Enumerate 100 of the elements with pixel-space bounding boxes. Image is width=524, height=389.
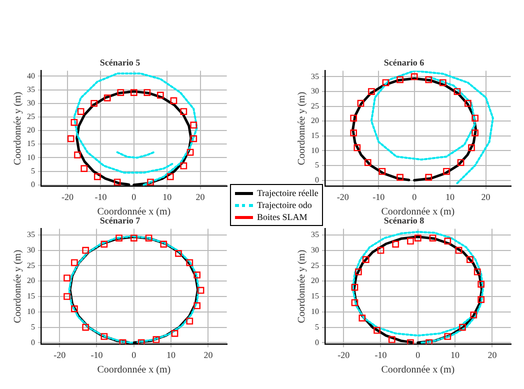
point (114, 178, 121, 186)
point (455, 246, 462, 254)
point (67, 135, 74, 142)
point (443, 168, 450, 175)
y-tick-label: 20 (311, 276, 319, 286)
x-tick-label: 0 (416, 350, 421, 360)
point (466, 256, 474, 263)
point (368, 88, 375, 95)
y-tick-label: 25 (27, 112, 35, 122)
point (392, 240, 400, 248)
y-tick-label: 40 (27, 71, 35, 80)
point (64, 293, 70, 300)
point (407, 238, 414, 245)
point (354, 144, 361, 152)
point (378, 168, 386, 175)
point (362, 256, 370, 263)
point (170, 97, 178, 104)
y-tick-label: 10 (27, 152, 35, 162)
y-tick-label: 0 (31, 338, 35, 347)
legend-label: Trajectoire réelle (257, 188, 318, 198)
point (100, 240, 108, 248)
y-tick-label: 20 (311, 116, 319, 126)
x-tick-label: 20 (204, 350, 214, 360)
point (190, 122, 198, 129)
y-tick-label: 15 (311, 130, 319, 140)
point (175, 250, 182, 257)
point (190, 135, 198, 142)
y-tick-label: 25 (27, 260, 35, 270)
x-axis-title: Coordonnée x (m) (97, 206, 171, 218)
x-axis-title: Coordonnée x (m) (97, 364, 171, 376)
point (350, 130, 358, 136)
y-tick-label: 0 (315, 175, 319, 184)
point (186, 148, 194, 156)
point (197, 286, 204, 294)
y-tick-label: 35 (311, 72, 319, 81)
point (474, 268, 481, 276)
point (396, 76, 404, 84)
point (157, 92, 164, 99)
chart-title: Scénario 6 (384, 58, 425, 68)
point (90, 100, 98, 107)
point (425, 76, 432, 84)
legend-label: Boites SLAM (257, 212, 308, 222)
point (464, 100, 472, 107)
point (351, 284, 358, 291)
point (194, 302, 200, 310)
point (364, 159, 372, 166)
point (350, 114, 358, 122)
point (160, 240, 168, 248)
y-tick-label: 5 (31, 166, 35, 176)
x-tick-label: 20 (488, 350, 498, 360)
point (414, 234, 422, 242)
point (457, 159, 464, 166)
x-tick-label: -20 (62, 192, 74, 202)
point (186, 318, 194, 325)
y-tick-label: 25 (311, 101, 319, 110)
point (147, 178, 154, 186)
y-tick-label: 15 (27, 292, 35, 301)
point (374, 326, 380, 334)
legend-label: Trajectoire odo (257, 200, 312, 210)
y-tick-label: 15 (27, 139, 35, 148)
x-tick-label: 10 (446, 192, 456, 202)
y-tick-label: 35 (27, 84, 35, 94)
point (429, 234, 436, 242)
point (472, 114, 478, 122)
point (472, 130, 478, 136)
y-tick-label: 10 (311, 306, 319, 316)
point (145, 234, 152, 242)
point (194, 272, 200, 278)
x-tick-label: 20 (481, 192, 491, 202)
point (100, 333, 108, 340)
point (116, 234, 122, 242)
x-tick-label: 10 (166, 350, 176, 360)
chart-title: Scénario 8 (384, 216, 425, 226)
x-tick-label: 0 (132, 192, 137, 202)
point (470, 312, 478, 318)
point (459, 324, 466, 331)
x-tick-label: -20 (338, 350, 350, 360)
y-tick-label: 35 (311, 230, 319, 240)
point (80, 165, 88, 172)
point (357, 100, 364, 107)
y-tick-label: 5 (315, 322, 319, 332)
point (74, 152, 81, 158)
x-tick-label: -10 (94, 192, 108, 202)
point (70, 118, 78, 126)
point (186, 259, 194, 266)
point (104, 94, 111, 102)
y-axis-title: Coordonnée y (m) (12, 92, 24, 166)
x-tick-label: -10 (374, 350, 388, 360)
x-axis-title: Coordonnée x (m) (381, 206, 455, 218)
point (180, 162, 188, 170)
y-tick-label: 5 (315, 160, 319, 170)
y-tick-label: 10 (311, 146, 319, 155)
y-tick-label: 30 (27, 98, 35, 108)
point (82, 324, 90, 331)
point (410, 73, 418, 80)
point (64, 274, 70, 282)
point (144, 89, 151, 96)
point (117, 89, 124, 96)
y-tick-label: 10 (27, 306, 35, 316)
point (71, 259, 78, 266)
